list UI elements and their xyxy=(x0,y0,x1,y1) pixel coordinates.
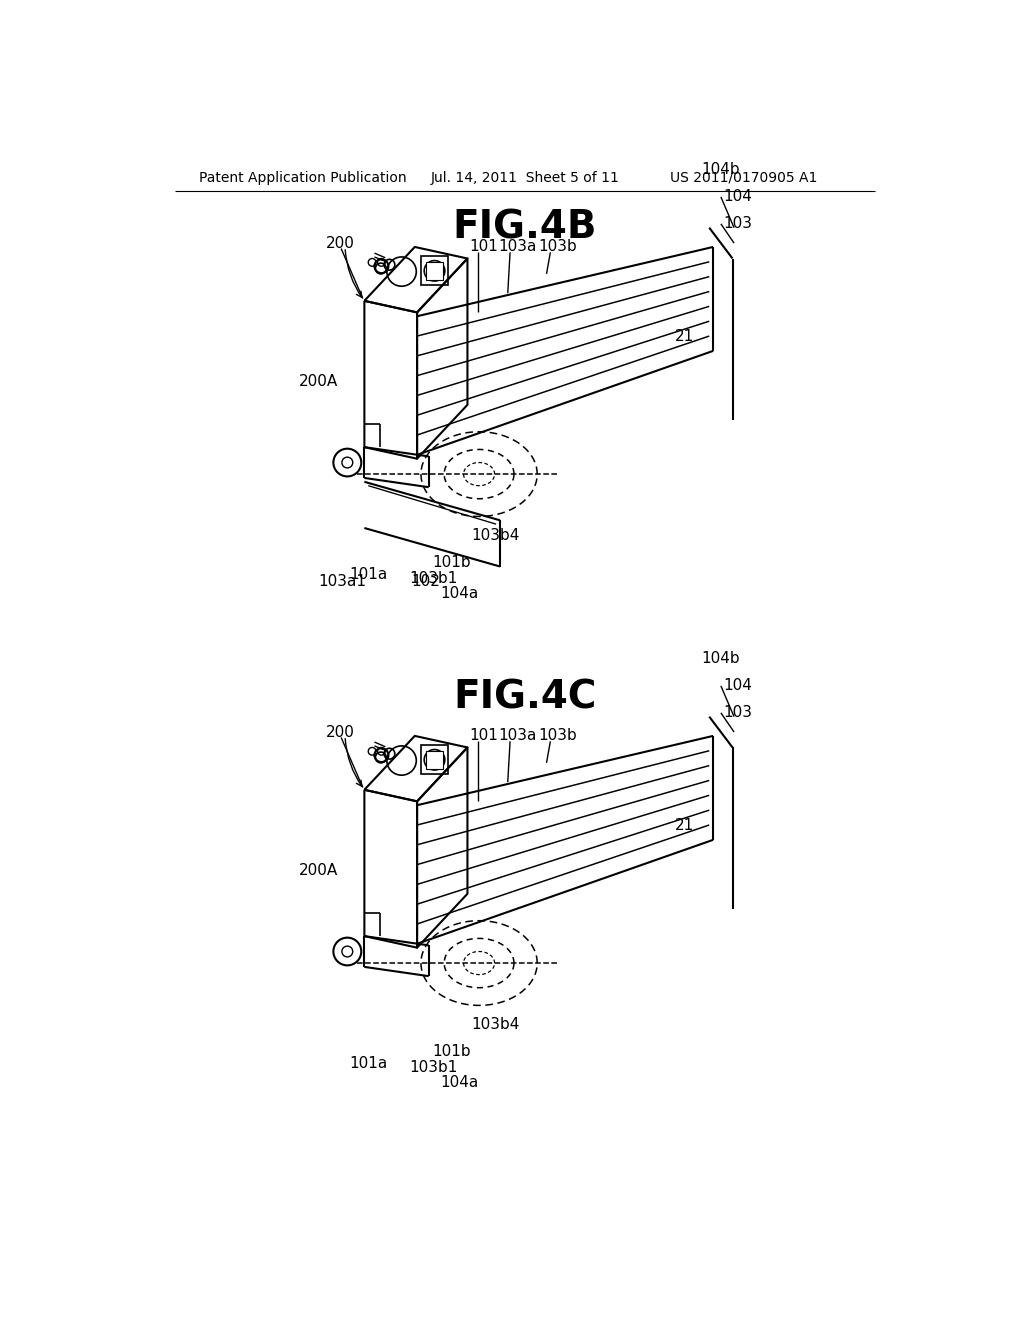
Text: 103: 103 xyxy=(723,705,753,721)
Text: 104a: 104a xyxy=(440,586,478,601)
Text: 103b1: 103b1 xyxy=(410,1060,458,1074)
Text: 104b: 104b xyxy=(701,162,740,177)
Text: 200A: 200A xyxy=(299,374,338,389)
Text: Patent Application Publication: Patent Application Publication xyxy=(200,170,407,185)
Text: 104: 104 xyxy=(723,678,752,693)
Text: 103b4: 103b4 xyxy=(471,528,520,544)
Text: 103a: 103a xyxy=(499,729,537,743)
Text: 103a1: 103a1 xyxy=(317,574,366,590)
Text: 104: 104 xyxy=(723,189,752,205)
Text: Jul. 14, 2011  Sheet 5 of 11: Jul. 14, 2011 Sheet 5 of 11 xyxy=(430,170,620,185)
Bar xyxy=(426,751,442,768)
Text: 103b1: 103b1 xyxy=(410,570,458,586)
Polygon shape xyxy=(365,301,417,459)
Text: 200: 200 xyxy=(326,235,354,251)
Text: 102: 102 xyxy=(411,574,439,590)
Text: 101a: 101a xyxy=(349,566,387,582)
Text: 101b: 101b xyxy=(432,556,471,570)
Text: 200: 200 xyxy=(326,725,354,739)
Text: 103b: 103b xyxy=(539,729,578,743)
Text: FIG.4B: FIG.4B xyxy=(453,209,597,247)
Bar xyxy=(426,263,442,280)
Bar xyxy=(421,744,449,775)
Text: 103b: 103b xyxy=(539,239,578,255)
Text: 101: 101 xyxy=(469,729,498,743)
Text: 21: 21 xyxy=(675,817,693,833)
Bar xyxy=(421,256,449,285)
Text: 104a: 104a xyxy=(440,1074,478,1090)
Text: 104b: 104b xyxy=(701,651,740,667)
Text: 101: 101 xyxy=(469,239,498,255)
Text: 103b4: 103b4 xyxy=(471,1018,520,1032)
Text: US 2011/0170905 A1: US 2011/0170905 A1 xyxy=(671,170,818,185)
Polygon shape xyxy=(417,747,467,948)
Polygon shape xyxy=(365,247,467,313)
Text: 21: 21 xyxy=(675,329,693,343)
Polygon shape xyxy=(417,259,467,459)
Polygon shape xyxy=(365,737,467,801)
Text: 200A: 200A xyxy=(299,863,338,878)
Polygon shape xyxy=(365,789,417,948)
Text: 103a: 103a xyxy=(499,239,537,255)
Text: 103: 103 xyxy=(723,216,753,231)
Text: 101b: 101b xyxy=(432,1044,471,1059)
Text: 101a: 101a xyxy=(349,1056,387,1071)
Text: FIG.4C: FIG.4C xyxy=(453,678,597,717)
